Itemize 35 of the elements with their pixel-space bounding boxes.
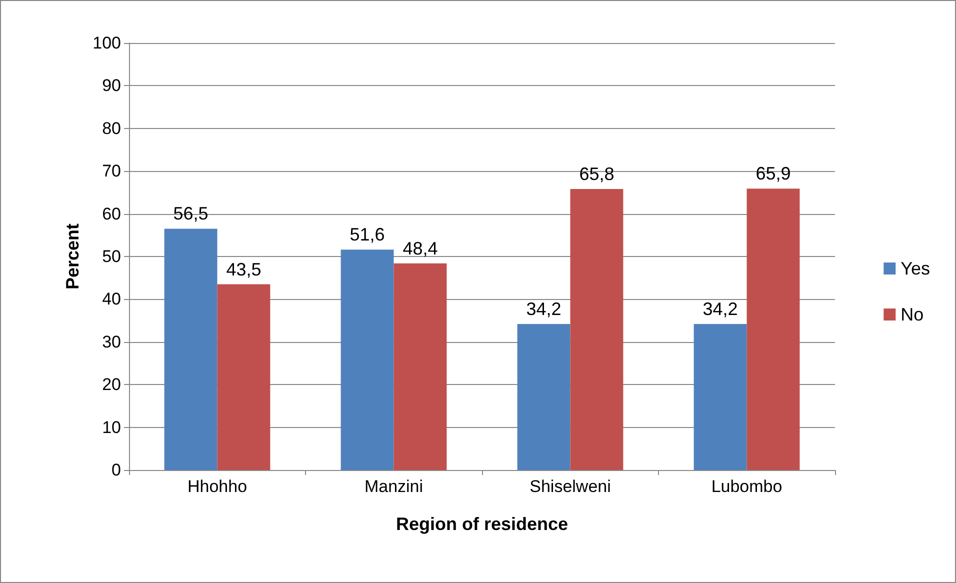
data-label: 56,5 [173, 204, 208, 224]
y-tick-label: 30 [102, 332, 121, 352]
bar [570, 189, 624, 470]
y-tick-label: 90 [102, 76, 121, 96]
data-label: 34,2 [526, 298, 562, 319]
y-tick-label: 100 [92, 34, 121, 52]
data-label: 48,4 [402, 238, 438, 258]
data-label: 65,9 [756, 164, 791, 184]
data-label: 43,5 [226, 259, 262, 280]
bar [394, 263, 447, 470]
y-tick-label: 0 [112, 460, 121, 480]
bar [164, 228, 218, 470]
bar [340, 250, 394, 470]
y-tick-label: 70 [102, 162, 121, 181]
y-axis-title: Percent [62, 223, 83, 290]
legend-label: Yes [900, 258, 930, 278]
x-tick-label: Lubombo [711, 477, 782, 496]
bar [217, 284, 270, 470]
data-label: 34,2 [702, 298, 738, 319]
legend-label: No [900, 304, 924, 324]
y-tick-label: 20 [102, 375, 121, 394]
data-label: 51,6 [350, 224, 385, 245]
bar [746, 188, 800, 470]
y-tick-label: 10 [102, 418, 121, 437]
y-tick-label: 80 [102, 118, 121, 138]
y-tick-label: 60 [102, 204, 121, 224]
y-tick-label: 40 [102, 290, 121, 309]
y-tick-label: 50 [102, 247, 121, 266]
x-tick-label: Hhohho [187, 477, 248, 496]
x-tick-label: Manzini [364, 477, 424, 496]
bar [694, 324, 747, 470]
bar [517, 324, 570, 470]
x-tick-label: Shiselweni [530, 477, 611, 496]
x-axis-title: Region of residence [396, 514, 568, 534]
data-label: 65,8 [579, 164, 614, 184]
